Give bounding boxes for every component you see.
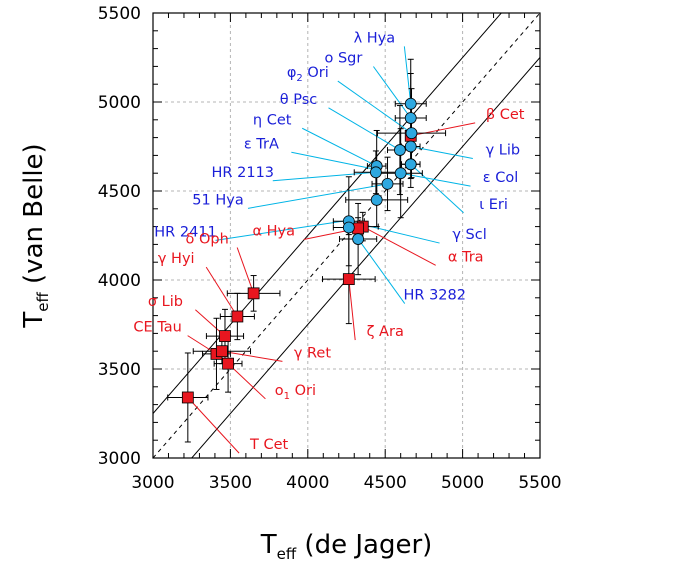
point-label: HR 2113 [212, 165, 275, 181]
data-point-circle [370, 193, 383, 206]
point-label: ο1 Ori [275, 383, 316, 402]
data-point-circle [352, 233, 365, 245]
point-label: η Cet [253, 112, 292, 128]
y-tick-label: 5000 [98, 93, 141, 113]
y-tick-label: 5500 [98, 4, 141, 24]
point-label: 51 Hya [192, 192, 243, 208]
y-tick-label: 4500 [98, 182, 141, 202]
x-tick-label: 4000 [286, 473, 329, 493]
point-label: ι Eri [479, 197, 508, 213]
x-tick-label: 3000 [131, 473, 174, 493]
point-label: HR 2411 [154, 224, 217, 240]
data-point-square [222, 357, 234, 370]
leader-line [358, 239, 406, 304]
tick-labels: 3000 3500 4000 4500 5000 5500 3000 3500 4000 4500… [98, 4, 562, 493]
data-point-square [342, 273, 355, 286]
point-label: T Cet [249, 437, 289, 453]
leader-line [372, 66, 412, 119]
leader-line [227, 363, 266, 400]
leader-line [205, 266, 238, 317]
data-point-circle [404, 140, 417, 153]
axis-ticks [152, 12, 541, 459]
x-axis-label: Teff (de Jager) [260, 530, 433, 563]
point-label: ο Sgr [324, 50, 362, 66]
data-point-circle [342, 221, 355, 234]
data-point-square [219, 330, 231, 342]
y-tick-label: 4000 [98, 271, 141, 291]
data-markers [181, 97, 418, 404]
leader-line [247, 183, 388, 209]
point-label: γ Scl [452, 227, 486, 243]
identity-line [153, 13, 540, 458]
leader-line [410, 146, 473, 160]
data-point-square [181, 391, 194, 404]
point-label: α Hya [252, 224, 295, 240]
leader-line [221, 350, 283, 362]
leader-line [410, 122, 476, 137]
leader-line [400, 172, 471, 187]
data-point-square [247, 287, 260, 300]
leader-line [362, 226, 436, 266]
point-label: CE Tau [133, 320, 181, 336]
leader-line [410, 163, 464, 214]
point-label: θ Psc [280, 92, 318, 108]
point-label: β Cet [486, 107, 525, 123]
data-point-circle [370, 166, 382, 179]
point-label: λ Hya [354, 30, 396, 46]
leader-line [187, 397, 240, 454]
data-point-circle [404, 158, 417, 171]
point-label: γ Hyi [158, 251, 195, 267]
point-label: σ Lib [148, 294, 183, 310]
data-point-circle [381, 177, 394, 190]
data-point-circle [394, 167, 407, 180]
x-tick-label: 5500 [518, 473, 561, 493]
point-label: ζ Ara [367, 324, 404, 340]
leader-line [328, 107, 401, 151]
point-label: ε TrA [244, 136, 279, 152]
point-label: γ Ret [294, 345, 332, 361]
point-label: φ2 Ori [287, 65, 329, 84]
x-tick-label: 4500 [364, 473, 407, 493]
x-tick-label: 3500 [209, 473, 252, 493]
leader-line [403, 46, 412, 104]
point-label: γ Lib [486, 143, 521, 159]
point-label: HR 3282 [403, 288, 466, 304]
leader-line [337, 80, 412, 134]
data-point-square [215, 345, 228, 358]
data-point-circle [394, 144, 406, 156]
y-tick-label: 3500 [98, 360, 141, 380]
point-label: ε Col [483, 170, 518, 186]
leader-line [348, 279, 356, 341]
leader-line [236, 247, 255, 294]
data-point-circle [404, 97, 417, 110]
x-tick-label: 5000 [441, 473, 484, 493]
data-point-circle [404, 112, 417, 124]
plot-frame [152, 12, 541, 459]
leader-line [291, 151, 377, 171]
point-label: δ Oph [186, 232, 229, 248]
leader-line [215, 219, 349, 241]
data-point-square [231, 310, 244, 323]
data-point-circle [405, 127, 418, 140]
y-axis-label: Teff (van Belle) [19, 143, 52, 328]
leader-line [272, 171, 376, 182]
y-tick-label: 3000 [98, 449, 141, 469]
leader-line [301, 127, 377, 167]
point-label: α Tra [448, 249, 484, 265]
